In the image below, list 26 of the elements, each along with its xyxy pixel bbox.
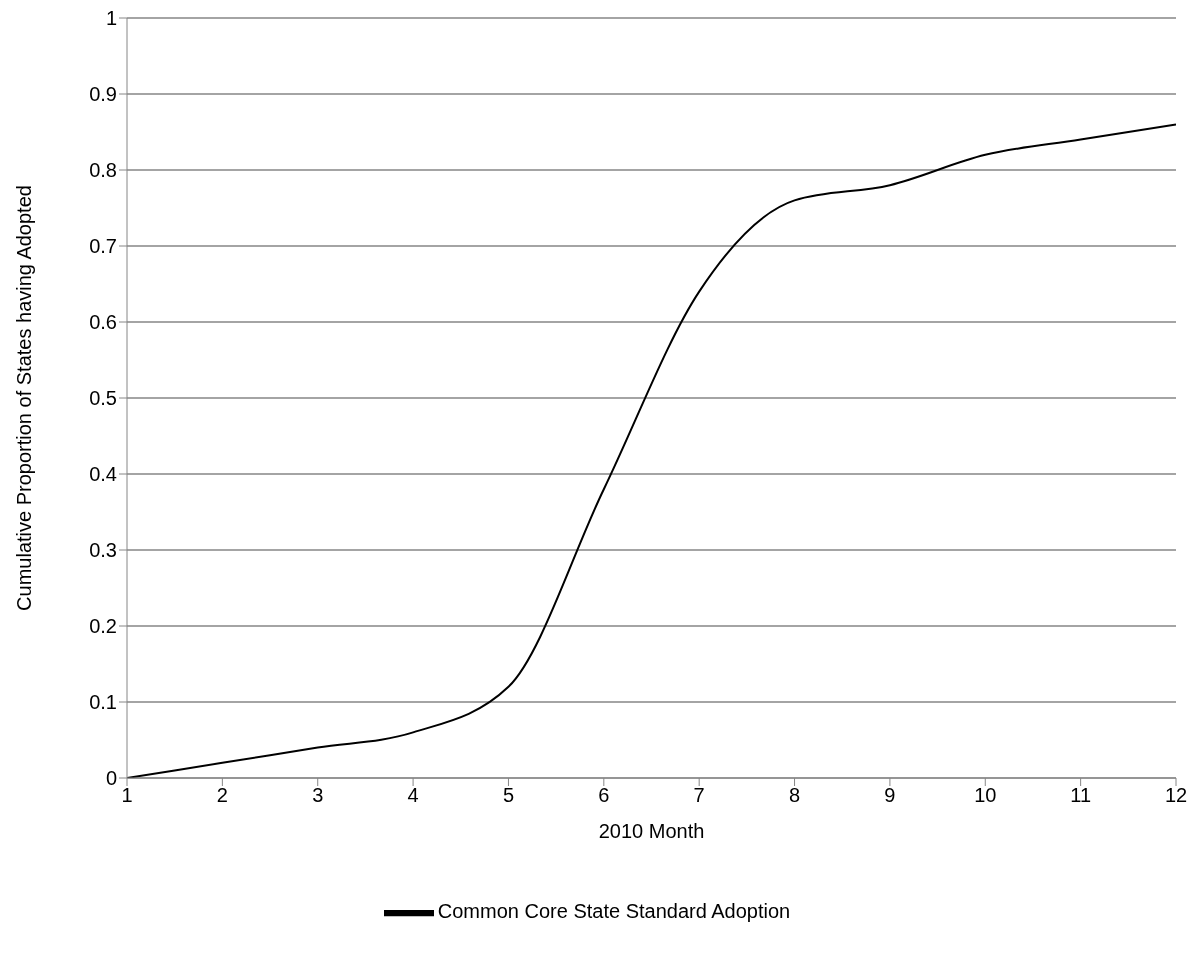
y-tick-label: 0.1 [89,691,117,714]
x-tick-label: 5 [502,784,515,807]
y-tick-label: 0 [105,767,117,790]
x-tick-label: 8 [788,784,801,807]
y-axis-title: Cumulative Proportion of States having Adopted [13,185,36,611]
y-tick-label: 0.9 [89,83,117,106]
x-tick-label: 12 [1164,784,1188,807]
y-tick-label: 0.4 [89,463,117,486]
y-tick-label: 0.8 [89,159,117,182]
x-tick-label: 7 [693,784,705,807]
y-tick-label: 0.5 [89,387,117,410]
y-tick-label: 0.6 [89,311,117,334]
x-axis-title: 2010 Month [598,820,705,842]
x-tick-label: 11 [1070,784,1092,807]
y-tick-label: 1 [105,7,117,30]
x-tick-label: 10 [974,784,997,807]
x-tick-label: 1 [121,784,133,807]
legend-label: Common Core State Standard Adoption [437,900,791,923]
y-tick-label: 0.7 [89,235,117,258]
x-tick-label: 3 [312,784,324,807]
y-tick-label: 0.3 [89,539,117,562]
x-tick-label: 4 [407,784,419,807]
x-tick-label: 6 [598,784,610,807]
x-tick-label: 9 [884,784,896,807]
y-tick-label: 0.2 [89,615,117,638]
x-tick-label: 2 [216,784,228,807]
